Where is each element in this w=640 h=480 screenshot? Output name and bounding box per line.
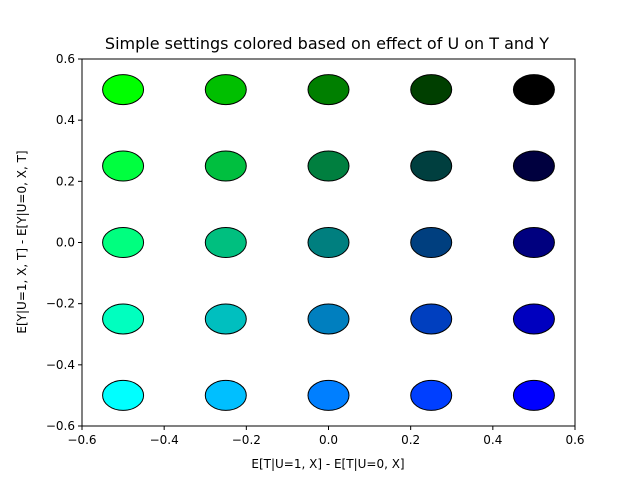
scatter-point xyxy=(102,150,145,182)
x-tick-label: 0.2 xyxy=(401,433,420,447)
y-tick-label: −0.4 xyxy=(46,358,75,372)
x-tick-label: −0.4 xyxy=(150,433,179,447)
plot-area xyxy=(81,58,576,427)
x-tick-label: −0.6 xyxy=(67,433,96,447)
scatter-point xyxy=(204,303,247,335)
y-axis-ticks: −0.6 −0.4 −0.2 0.0 0.2 0.4 0.6 xyxy=(46,52,82,433)
scatter-point xyxy=(410,74,453,106)
scatter-point xyxy=(307,227,350,258)
scatter-point xyxy=(512,303,555,335)
points-layer xyxy=(102,74,555,411)
scatter-point xyxy=(512,74,555,106)
y-tick-label: −0.6 xyxy=(46,419,75,433)
scatter-point xyxy=(410,379,453,411)
scatter-point xyxy=(307,150,350,182)
x-axis-ticks: −0.6 −0.4 −0.2 0.0 0.2 0.4 0.6 xyxy=(67,426,585,447)
scatter-point xyxy=(204,227,247,258)
x-tick-label: 0.6 xyxy=(565,433,584,447)
chart-title: Simple settings colored based on effect … xyxy=(105,34,549,53)
scatter-point xyxy=(102,227,145,258)
y-tick-label: 0.0 xyxy=(56,236,75,250)
scatter-point xyxy=(102,379,145,411)
scatter-point xyxy=(307,379,350,411)
y-tick-label: 0.6 xyxy=(56,52,75,66)
scatter-point xyxy=(410,303,453,335)
scatter-point xyxy=(307,303,350,335)
x-tick-label: −0.2 xyxy=(232,433,261,447)
y-tick-label: 0.2 xyxy=(56,174,75,188)
scatter-point xyxy=(512,227,555,258)
y-axis-label: E[Y|U=1, X, T] - E[Y|U=0, X, T] xyxy=(15,150,29,333)
scatter-point xyxy=(410,227,453,258)
y-tick-label: −0.2 xyxy=(46,297,75,311)
scatter-point xyxy=(512,379,555,411)
x-axis-label: E[T|U=1, X] - E[T|U=0, X] xyxy=(251,457,404,471)
scatter-point xyxy=(410,150,453,182)
y-tick-label: 0.4 xyxy=(56,113,75,127)
scatter-point xyxy=(204,379,247,411)
scatter-point xyxy=(307,74,350,106)
x-tick-label: 0.0 xyxy=(319,433,338,447)
x-tick-label: 0.4 xyxy=(483,433,502,447)
scatter-point xyxy=(102,303,145,335)
scatter-point xyxy=(204,150,247,182)
scatter-point xyxy=(102,74,145,106)
scatter-point xyxy=(204,74,247,106)
scatter-point xyxy=(512,150,555,182)
